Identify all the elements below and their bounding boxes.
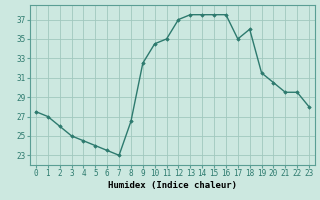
X-axis label: Humidex (Indice chaleur): Humidex (Indice chaleur) (108, 181, 237, 190)
